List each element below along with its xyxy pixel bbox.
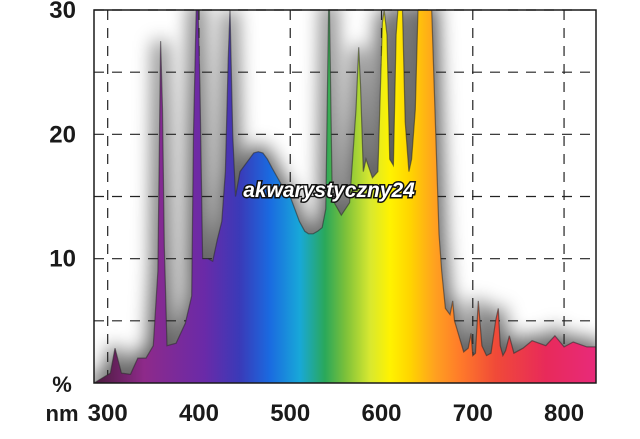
x-unit-label: nm [46, 401, 79, 426]
x-tick-label-400: 400 [179, 400, 219, 427]
x-tick-label-600: 600 [361, 400, 401, 427]
y-tick-label-20: 20 [49, 121, 76, 148]
y-unit-label: % [52, 372, 72, 397]
x-tick-label-800: 800 [544, 400, 584, 427]
y-tick-label-30: 30 [49, 0, 76, 24]
x-tick-label-500: 500 [270, 400, 310, 427]
y-tick-labels: 10 20 30 [49, 0, 76, 273]
x-tick-labels: 300 400 500 600 700 800 [88, 400, 584, 427]
spectrum-area-path [94, 10, 596, 383]
plot-frame [93, 9, 597, 384]
spectrum-area [94, 10, 596, 383]
watermark-text: akwarystyczny24 [243, 179, 415, 202]
x-tick-label-300: 300 [88, 400, 128, 427]
y-tick-label-10: 10 [49, 246, 76, 273]
x-tick-label-700: 700 [453, 400, 493, 427]
spectrum-outline [94, 10, 596, 383]
